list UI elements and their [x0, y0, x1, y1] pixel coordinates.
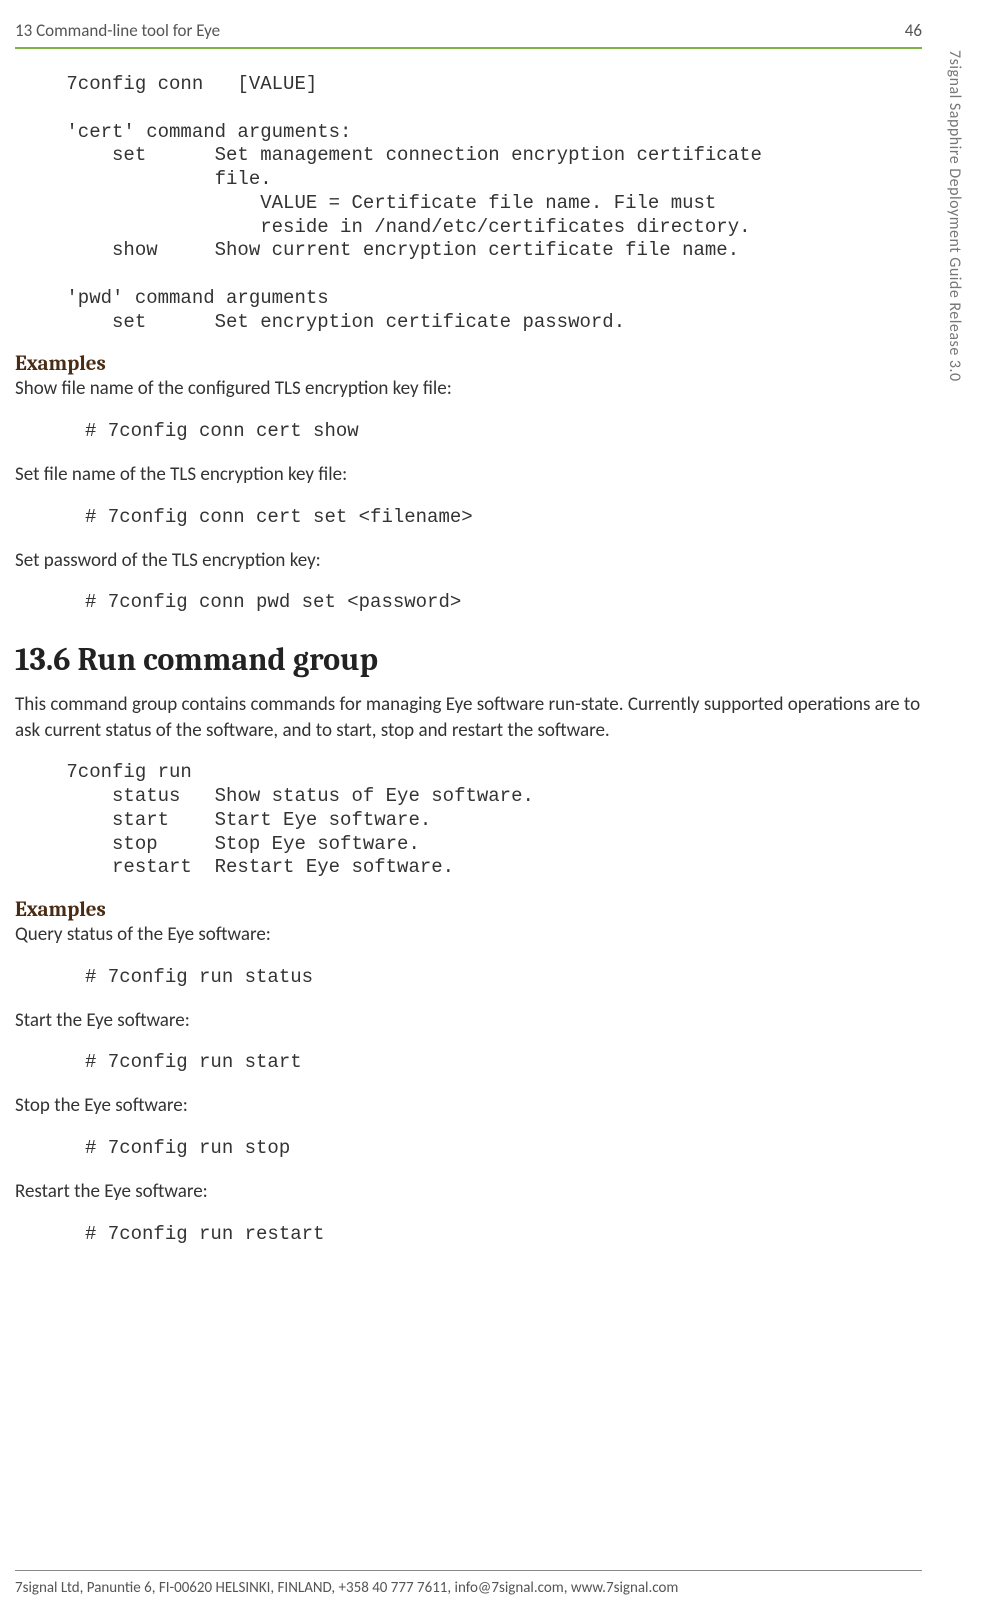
- example2-desc-3: Stop the Eye software:: [15, 1093, 922, 1119]
- example2-desc-1: Query status of the Eye software:: [15, 922, 922, 948]
- footer-divider: [15, 1570, 922, 1571]
- example-desc-1: Show file name of the configured TLS enc…: [15, 376, 922, 402]
- page-container: 13 Command-line tool for Eye 46 7signal …: [0, 0, 982, 1617]
- footer-text: 7signal Ltd, Panuntie 6, FI-00620 HELSIN…: [15, 1579, 922, 1597]
- header-page-number: 46: [905, 20, 922, 41]
- page-header: 13 Command-line tool for Eye 46: [15, 20, 922, 47]
- example2-cmd-1: # 7config run status: [15, 966, 922, 988]
- examples-label-1: Examples: [15, 352, 922, 376]
- example2-cmd-2: # 7config run start: [15, 1051, 922, 1073]
- examples-label-2: Examples: [15, 898, 922, 922]
- example-cmd-3: # 7config conn pwd set <password>: [15, 591, 922, 613]
- code-block-run: 7config run status Show status of Eye so…: [15, 761, 922, 880]
- example-cmd-2: # 7config conn cert set <filename>: [15, 506, 922, 528]
- side-document-title: 7signal Sapphire Deployment Guide Releas…: [945, 50, 964, 382]
- example-cmd-1: # 7config conn cert show: [15, 420, 922, 442]
- code-block-conn: 7config conn [VALUE] 'cert' command argu…: [15, 73, 922, 334]
- example-desc-3: Set password of the TLS encryption key:: [15, 548, 922, 574]
- header-left: 13 Command-line tool for Eye: [15, 20, 220, 41]
- example2-cmd-3: # 7config run stop: [15, 1137, 922, 1159]
- section-intro-text: This command group contains commands for…: [15, 692, 922, 743]
- section-heading-run: 13.6 Run command group: [15, 641, 922, 678]
- example2-desc-4: Restart the Eye software:: [15, 1179, 922, 1205]
- header-divider: [15, 47, 922, 49]
- page-footer: 7signal Ltd, Panuntie 6, FI-00620 HELSIN…: [15, 1570, 922, 1597]
- example2-cmd-4: # 7config run restart: [15, 1223, 922, 1245]
- example-desc-2: Set file name of the TLS encryption key …: [15, 462, 922, 488]
- example2-desc-2: Start the Eye software:: [15, 1008, 922, 1034]
